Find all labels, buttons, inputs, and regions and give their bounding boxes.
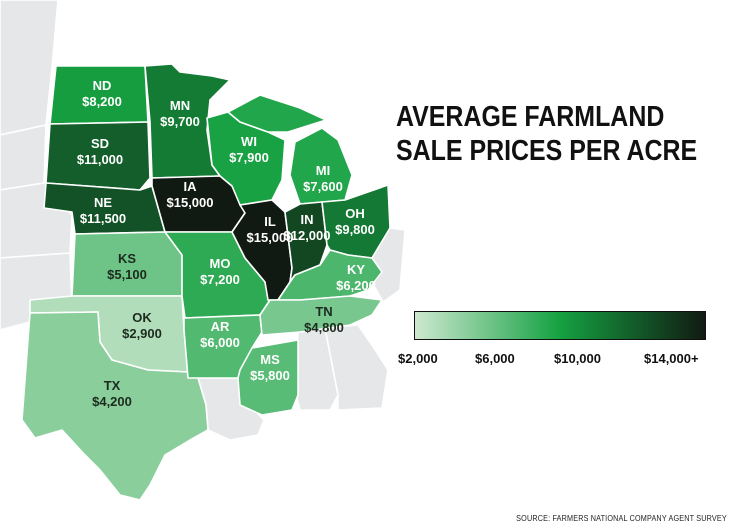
- state-label-ms: MS: [260, 352, 280, 367]
- state-price-nd: $8,200: [82, 94, 122, 109]
- data-states: [21, 63, 391, 501]
- state-label-sd: SD: [91, 136, 109, 151]
- legend-tick-2: $10,000: [554, 351, 601, 366]
- title-line-1: AVERAGE FARMLAND: [396, 101, 665, 133]
- state-label-mn: MN: [170, 98, 190, 113]
- state-label-tx: TX: [104, 378, 121, 393]
- state-price-mo: $7,200: [200, 272, 240, 287]
- region-west-mid: [0, 124, 47, 191]
- state-sd: [45, 121, 151, 191]
- state-price-ks: $5,100: [107, 267, 147, 282]
- state-price-ok: $2,900: [122, 326, 162, 341]
- state-price-in: $12,000: [284, 228, 331, 243]
- state-price-ne: $11,500: [80, 211, 126, 226]
- legend-tick-3: $14,000+: [644, 351, 699, 366]
- legend-gradient-bar: [414, 311, 706, 340]
- state-price-ms: $5,800: [250, 368, 290, 383]
- state-price-wi: $7,900: [229, 150, 269, 165]
- state-label-il: IL: [264, 214, 276, 229]
- state-label-mo: MO: [210, 256, 231, 271]
- source-note: SOURCE: FARMERS NATIONAL COMPANY AGENT S…: [516, 513, 727, 523]
- region-west-north: [0, 0, 59, 136]
- title-line-2: SALE PRICES PER ACRE: [396, 135, 698, 167]
- state-tn: [259, 295, 383, 336]
- state-price-tx: $4,200: [92, 394, 132, 409]
- state-mn: [144, 63, 231, 179]
- state-price-ky: $6,200: [336, 278, 376, 293]
- state-label-tn: TN: [315, 304, 332, 319]
- state-label-ks: KS: [118, 251, 136, 266]
- state-label-ia: IA: [184, 179, 198, 194]
- state-label-nd: ND: [93, 78, 112, 93]
- state-labels: ND$8,200 SD$11,000 NE$11,500 KS$5,100 OK$2,9…: [77, 78, 376, 409]
- state-label-oh: OH: [345, 206, 365, 221]
- state-price-mi: $7,600: [303, 179, 343, 194]
- state-label-wi: WI: [241, 134, 257, 149]
- state-ms: [237, 339, 299, 416]
- state-label-mi: MI: [316, 163, 330, 178]
- state-price-ia: $15,000: [167, 195, 214, 210]
- state-mi: [227, 94, 353, 205]
- legend-tick-1: $6,000: [475, 351, 515, 366]
- state-price-oh: $9,800: [335, 222, 375, 237]
- state-price-sd: $11,000: [77, 152, 123, 167]
- legend-tick-0: $2,000: [398, 351, 438, 366]
- state-label-ky: KY: [347, 262, 365, 277]
- state-price-ar: $6,000: [200, 335, 240, 350]
- state-label-ne: NE: [94, 195, 112, 210]
- state-label-ar: AR: [211, 319, 230, 334]
- state-ky: [277, 249, 383, 301]
- state-price-tn: $4,800: [304, 320, 344, 335]
- state-label-ok: OK: [132, 310, 152, 325]
- state-price-mn: $9,700: [160, 114, 200, 129]
- map-title: AVERAGE FARMLAND SALE PRICES PER ACRE: [396, 100, 698, 168]
- state-tx: [21, 311, 209, 501]
- state-oh: [321, 184, 391, 259]
- state-price-il: $15,000: [247, 230, 294, 245]
- state-label-in: IN: [301, 212, 314, 227]
- georgia-area: [324, 324, 389, 411]
